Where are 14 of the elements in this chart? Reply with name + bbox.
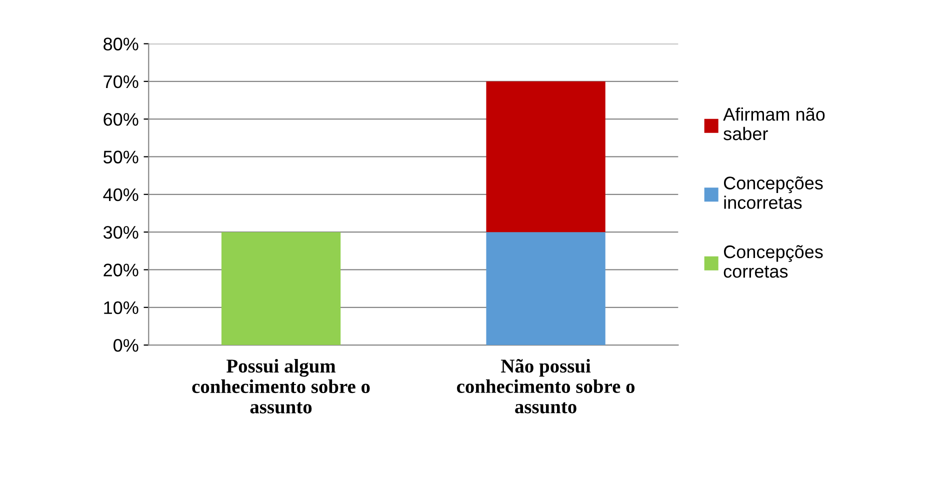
y-tick-label: 60% (104, 113, 138, 126)
y-tick-label: 80% (104, 38, 138, 50)
legend-label: Afirmam não saber (723, 107, 825, 140)
y-tick-label: 20% (104, 264, 138, 276)
y-tick-label: 40% (103, 188, 138, 202)
legend-label: Concepções incorretas (724, 176, 823, 209)
y-tick-label: 0% (114, 338, 138, 352)
x-tick-label: Não possui conhecimento sobre o assunto (456, 358, 635, 414)
y-tick-label: 70% (104, 75, 138, 88)
x-tick-label: Possui algum conhecimento sobre o assunto (192, 358, 370, 414)
y-tick-label: 10% (104, 301, 138, 314)
y-tick-label: 30% (103, 226, 138, 239)
y-tick-label: 50% (104, 150, 138, 164)
legend-label: Concepções corretas (724, 245, 823, 278)
